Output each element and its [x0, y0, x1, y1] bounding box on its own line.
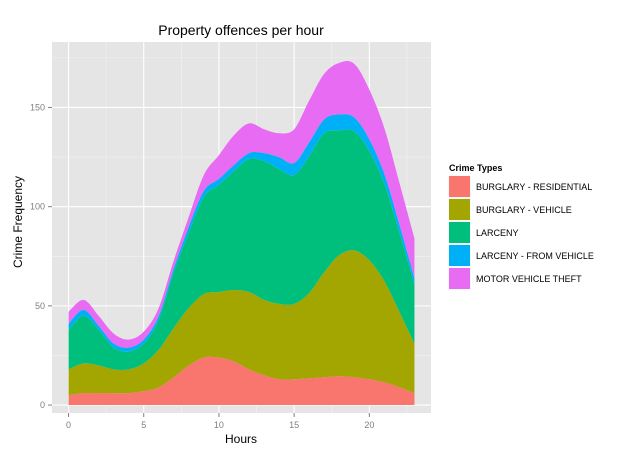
- legend-label: BURGLARY - VEHICLE: [476, 205, 572, 215]
- legend-label: LARCENY: [476, 228, 519, 238]
- x-axis-title: Hours: [225, 432, 257, 446]
- legend-swatch: [449, 245, 470, 266]
- area-burglary-vehicle: [68, 250, 415, 396]
- x-tick-label: 10: [214, 420, 224, 430]
- y-tick-label: 50: [35, 301, 45, 311]
- legend-swatch: [449, 222, 470, 243]
- legend-label: LARCENY - FROM VEHICLE: [476, 251, 594, 261]
- legend-label: MOTOR VEHICLE THEFT: [476, 274, 582, 284]
- legend-swatch: [449, 176, 470, 197]
- chart-title: Property offences per hour: [158, 22, 324, 38]
- legend: Crime Types BURGLARY - RESIDENTIAL BURGLA…: [447, 163, 594, 291]
- x-tick-label: 20: [364, 420, 374, 430]
- x-axis-ticks: 0 5 10 15 20: [66, 413, 374, 430]
- legend-swatch: [449, 199, 470, 220]
- area-layers: [68, 61, 415, 406]
- y-tick-label: 100: [30, 202, 45, 212]
- y-axis-title: Crime Frequency: [11, 176, 25, 268]
- area-larceny: [68, 129, 415, 370]
- x-tick-label: 5: [141, 420, 146, 430]
- x-tick-label: 0: [66, 420, 71, 430]
- area-burglary-residential: [68, 356, 415, 406]
- y-axis-ticks: 0 50 100 150: [30, 102, 52, 410]
- x-tick-label: 15: [289, 420, 299, 430]
- y-tick-label: 0: [40, 400, 45, 410]
- legend-swatch: [449, 268, 470, 289]
- y-tick-label: 150: [30, 102, 45, 112]
- legend-title: Crime Types: [449, 163, 502, 173]
- legend-label: BURGLARY - RESIDENTIAL: [476, 182, 592, 192]
- area-larceny-from-vehicle: [68, 114, 415, 352]
